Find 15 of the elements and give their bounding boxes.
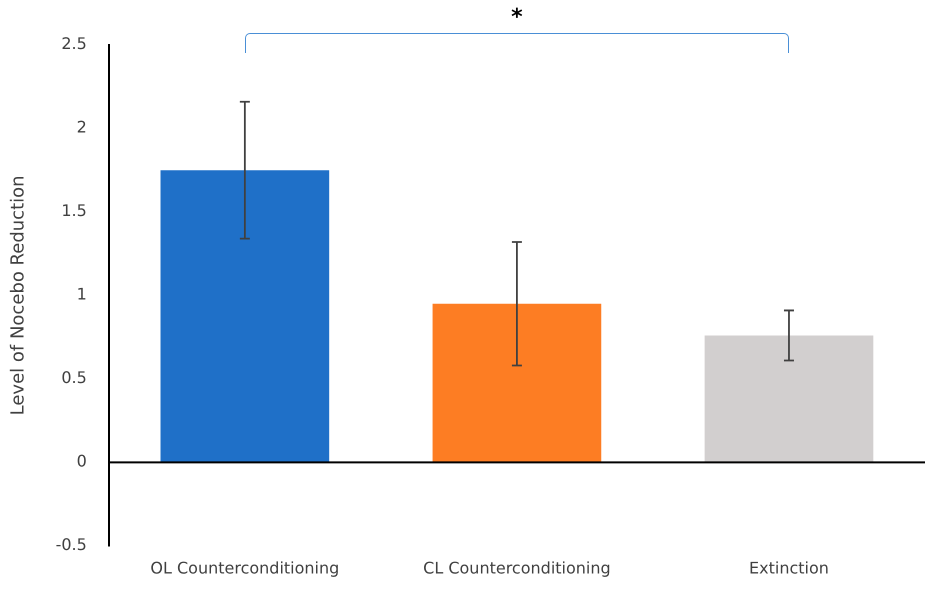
bar [160,170,330,462]
y-tick-label: 1 [76,284,87,304]
y-axis-title: Level of Nocebo Reduction [7,175,28,416]
y-tick-label: 2.5 [61,34,87,54]
y-tick-label: 0 [76,451,87,470]
y-tick-label: 1.5 [61,201,87,220]
y-tick-label: -0.5 [56,534,87,554]
x-tick-label: Extinction [749,558,829,578]
x-tick-label: CL Counterconditioning [423,558,611,578]
text: * [511,5,523,30]
y-tick-label: 2 [76,118,87,137]
y-tick-label: 0.5 [61,368,87,388]
bar [704,335,874,462]
x-tick-label: OL Counterconditioning [150,558,340,578]
bar [432,304,602,462]
